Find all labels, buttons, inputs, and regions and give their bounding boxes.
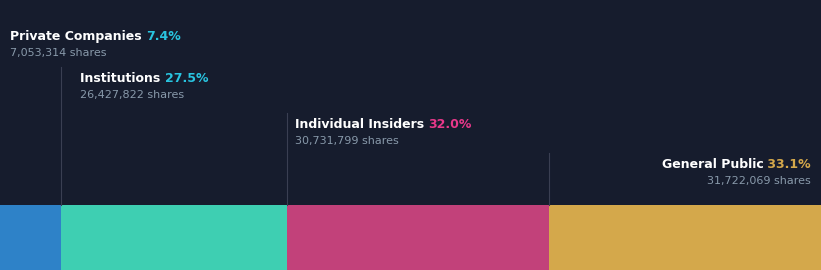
Text: Institutions: Institutions bbox=[80, 72, 165, 85]
Text: 26,427,822 shares: 26,427,822 shares bbox=[80, 90, 184, 100]
Bar bbox=[287, 205, 549, 270]
Text: 27.5%: 27.5% bbox=[165, 72, 209, 85]
Text: 33.1%: 33.1% bbox=[764, 158, 811, 171]
Text: 7.4%: 7.4% bbox=[146, 30, 181, 43]
Text: 30,731,799 shares: 30,731,799 shares bbox=[295, 136, 399, 146]
Bar bbox=[0, 205, 61, 270]
Text: 32.0%: 32.0% bbox=[429, 118, 472, 131]
Text: 31,722,069 shares: 31,722,069 shares bbox=[707, 176, 811, 186]
Text: Private Companies: Private Companies bbox=[10, 30, 146, 43]
Text: 7,053,314 shares: 7,053,314 shares bbox=[10, 48, 107, 58]
Text: General Public: General Public bbox=[662, 158, 764, 171]
Text: Individual Insiders: Individual Insiders bbox=[295, 118, 429, 131]
Bar bbox=[549, 205, 821, 270]
Bar bbox=[61, 205, 287, 270]
